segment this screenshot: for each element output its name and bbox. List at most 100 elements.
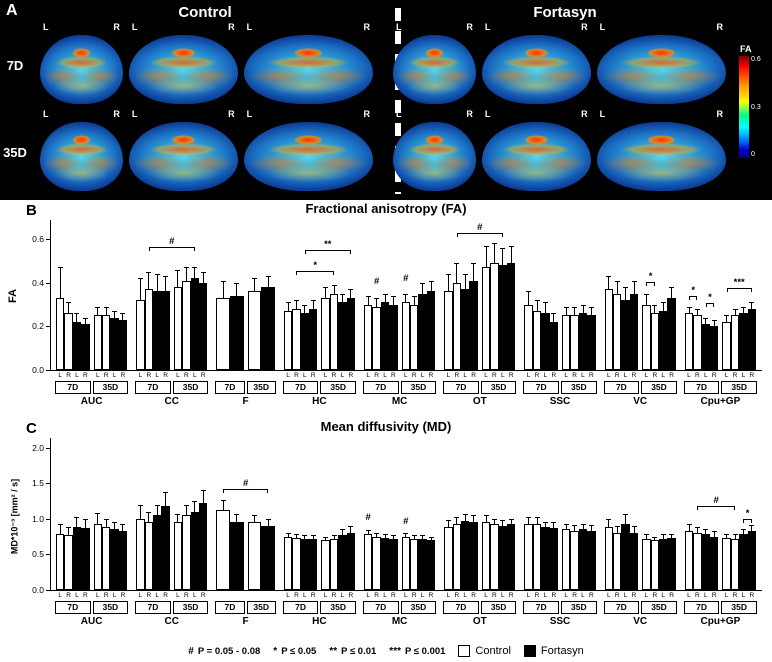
series-legend-item: Fortasyn — [523, 645, 584, 657]
bar-fortasyn-l — [110, 317, 119, 370]
side-label: R — [695, 372, 700, 379]
error-bar-cap — [454, 263, 460, 265]
error-bar — [122, 313, 124, 320]
bar-control-l — [444, 291, 453, 370]
side-label: R — [572, 592, 577, 599]
error-bar-cap — [163, 491, 169, 493]
bar-control-r — [490, 524, 499, 590]
timepoint-row-label: 35D — [3, 145, 27, 160]
bar-fortasyn-l — [621, 524, 630, 590]
significance-bracket — [223, 488, 268, 493]
error-bar-cap — [74, 516, 80, 518]
side-label: R — [508, 372, 514, 379]
error-bar-cap — [192, 267, 198, 269]
error-bar — [392, 535, 394, 539]
error-bar-cap — [120, 313, 126, 315]
error-bar — [456, 263, 458, 283]
bar-control-r — [613, 293, 622, 370]
bar-control-r — [730, 538, 740, 590]
side-label: R — [348, 592, 354, 599]
bar-fortasyn-l — [380, 538, 390, 590]
bar-control-l — [173, 522, 183, 590]
error-bar — [510, 245, 512, 264]
bar-fortasyn-l — [300, 313, 309, 370]
hemisphere-label-left: L — [246, 22, 253, 32]
error-bar — [392, 295, 394, 305]
region-label: AUC — [80, 396, 103, 407]
error-bar — [536, 516, 538, 524]
side-label: L — [403, 372, 408, 379]
error-bar — [645, 534, 647, 539]
error-bar-cap — [192, 500, 198, 502]
error-bar — [553, 313, 555, 322]
significance-text: P ≤ 0.01 — [341, 645, 377, 657]
error-bar — [633, 525, 635, 533]
bar-fortasyn-r — [198, 282, 208, 370]
bar-control-r — [101, 315, 111, 370]
bar-fortasyn-r — [629, 533, 639, 590]
side-label: L — [463, 592, 467, 599]
bar-control-r — [693, 533, 702, 590]
error-bar — [405, 533, 407, 537]
significance-legend-item: *** P ≤ 0.001 — [389, 646, 445, 657]
timepoint-label: 35D — [92, 601, 129, 614]
significance-label: # — [242, 477, 249, 489]
side-label: L — [323, 372, 328, 379]
error-bar-cap — [588, 306, 594, 308]
timepoint-label: 7D — [55, 601, 91, 614]
timepoint-label: 7D — [215, 381, 245, 394]
significance-bracket — [296, 270, 334, 275]
side-label: R — [310, 372, 316, 379]
error-bar-cap — [724, 533, 730, 535]
side-label: R — [652, 592, 658, 599]
side-label: L — [703, 372, 708, 379]
error-bar — [582, 304, 584, 314]
significance-text: P ≤ 0.05 — [281, 645, 317, 657]
error-bar-cap — [154, 504, 160, 506]
error-bar-cap — [82, 519, 88, 521]
timepoint-label: 7D — [363, 601, 399, 614]
side-label: L — [741, 372, 746, 379]
error-bar-cap — [382, 293, 388, 295]
brain-slice — [40, 122, 123, 191]
error-bar — [350, 289, 352, 298]
error-bar — [616, 525, 618, 533]
error-bar-cap — [374, 298, 380, 299]
error-bar-cap — [331, 284, 337, 286]
y-tick-label: 0.2 — [32, 321, 44, 332]
bar-control — [247, 291, 262, 370]
error-bar — [696, 527, 698, 533]
bar-control-r — [452, 282, 461, 370]
colorbar-title: FA — [740, 44, 752, 54]
y-axis-label-fa: FA — [7, 288, 20, 304]
hemisphere-label-left: L — [396, 22, 402, 32]
error-bar-cap — [154, 274, 160, 275]
error-bar-cap — [660, 302, 666, 304]
side-label: R — [508, 592, 514, 599]
significance-label: * — [648, 270, 653, 282]
significance-bracket — [697, 505, 735, 510]
side-label: R — [534, 372, 540, 379]
side-label: L — [661, 592, 665, 599]
error-bar-cap — [146, 271, 152, 273]
timepoint-label: 7D — [683, 381, 720, 394]
bar-fortasyn-l — [190, 278, 199, 370]
error-bar — [194, 267, 196, 279]
side-label: R — [589, 592, 594, 599]
error-bar — [430, 280, 432, 292]
hemisphere-label-right: R — [363, 22, 371, 32]
side-label: R — [732, 592, 738, 599]
bar-fortasyn-l — [621, 300, 630, 370]
significance-bracket — [705, 303, 715, 308]
side-label: L — [623, 592, 628, 599]
bar-fortasyn-l — [461, 520, 470, 590]
bar-control-l — [481, 267, 491, 370]
bar-control-r — [650, 313, 659, 370]
error-bar — [384, 293, 386, 303]
timepoint-label: 35D — [172, 381, 209, 394]
side-label: L — [724, 372, 729, 379]
error-bar — [194, 500, 196, 512]
side-label: L — [138, 372, 143, 379]
